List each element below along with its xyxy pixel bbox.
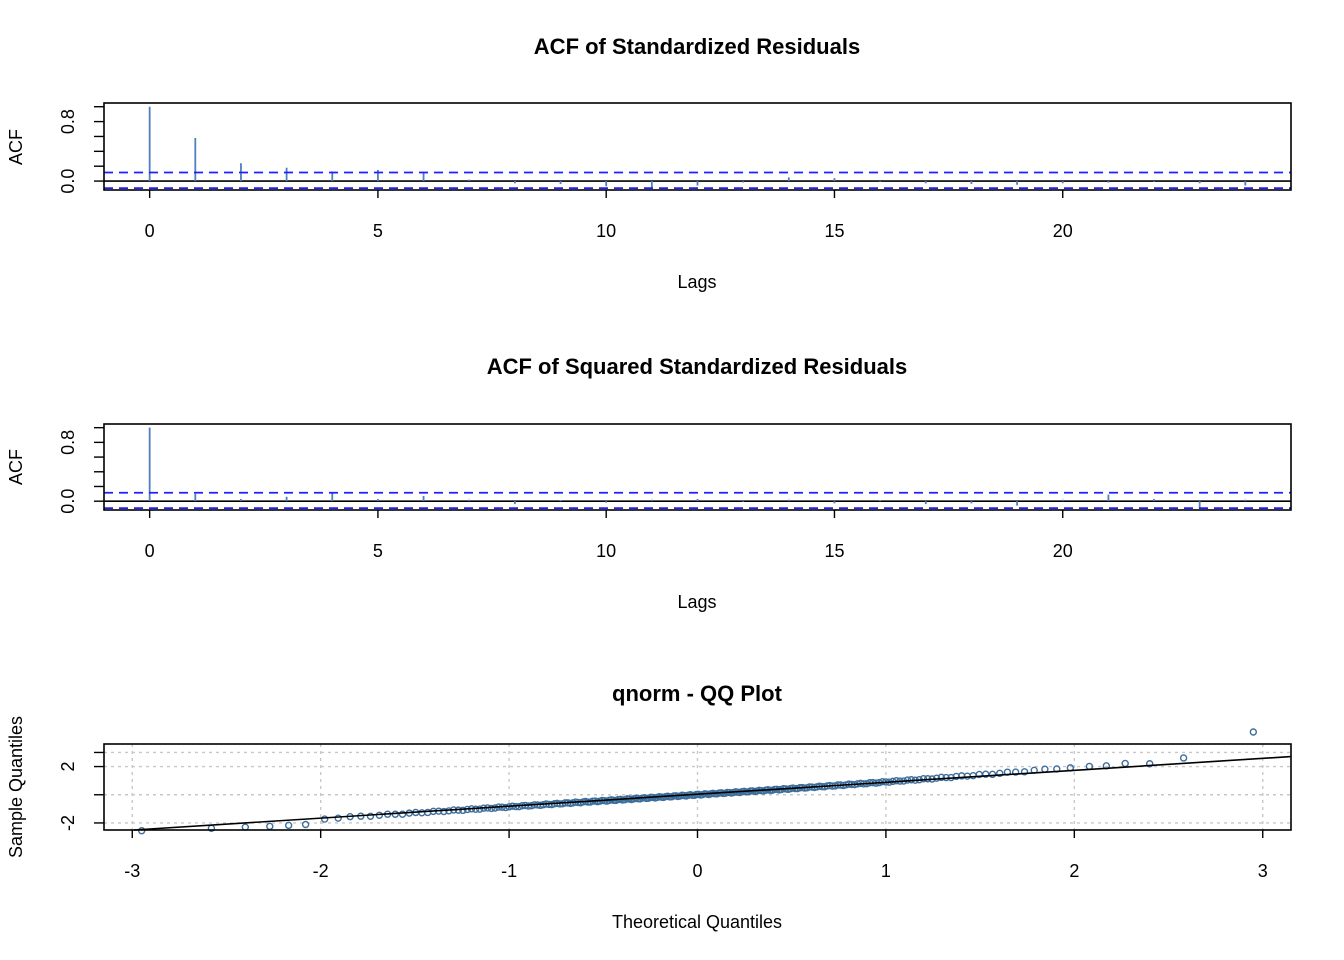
qq-point xyxy=(366,812,375,820)
x-tick-label: 0 xyxy=(692,861,702,881)
qq-grid xyxy=(104,744,1291,830)
qq-point xyxy=(398,810,407,818)
acf-squared-bars xyxy=(104,427,1291,509)
qq-point xyxy=(301,820,310,829)
acf-residuals-x-axis: 0 5 10 15 20 xyxy=(145,190,1073,241)
x-tick-label: 20 xyxy=(1053,541,1073,561)
x-tick-label: 0 xyxy=(145,221,155,241)
qq-xlabel: Theoretical Quantiles xyxy=(612,912,782,932)
qq-point xyxy=(1145,760,1154,768)
acf-residuals-title: ACF of Standardized Residuals xyxy=(534,34,860,59)
qq-point xyxy=(334,814,342,822)
qq-point xyxy=(1179,754,1188,762)
acf-squared-plot-frame xyxy=(103,423,1292,511)
qq-point xyxy=(919,775,928,783)
qq-reference-line xyxy=(133,755,1292,831)
x-tick-label: 1 xyxy=(881,861,891,881)
y-tick-label: 2 xyxy=(58,762,78,772)
qq-ylabel: Sample Quantiles xyxy=(6,716,26,858)
y-tick-label: 0.8 xyxy=(58,430,78,455)
acf-residuals-y-axis: 0.0 0.8 xyxy=(58,106,104,194)
acf-residuals-plot-frame xyxy=(103,102,1292,191)
qq-point xyxy=(982,770,990,778)
x-tick-label: 15 xyxy=(824,221,844,241)
acf-residuals-confidence-band xyxy=(104,171,1291,190)
acf-residuals-ylabel: ACF xyxy=(6,129,26,165)
y-tick-label: 0.0 xyxy=(58,169,78,194)
y-tick-label: 0.0 xyxy=(58,489,78,514)
x-tick-label: 3 xyxy=(1258,861,1268,881)
x-tick-label: 15 xyxy=(824,541,844,561)
qq-line xyxy=(133,755,1292,831)
qq-point xyxy=(440,807,448,816)
qq-point xyxy=(459,806,467,815)
qq-point xyxy=(418,809,426,817)
qq-point xyxy=(969,771,977,780)
x-tick-label: 10 xyxy=(596,541,616,561)
qq-panel: qnorm - QQ Plot Theoretical Quantiles Sa… xyxy=(6,681,1292,932)
y-tick-label: 0.8 xyxy=(58,109,78,134)
acf-squared-title: ACF of Squared Standardized Residuals xyxy=(487,354,908,379)
acf-residuals-xlabel: Lags xyxy=(677,272,716,292)
qq-point xyxy=(1121,759,1129,768)
qq-point xyxy=(502,803,510,812)
acf-squared-xlabel: Lags xyxy=(677,592,716,612)
acf-squared-panel: ACF of Squared Standardized Residuals La… xyxy=(6,354,1292,612)
qq-point xyxy=(937,773,946,782)
qq-x-axis: -3 -2 -1 0 1 2 3 xyxy=(124,830,1268,881)
acf-squared-confidence-band xyxy=(104,491,1291,510)
acf-squared-y-axis: 0.0 0.8 xyxy=(58,426,104,514)
qq-point xyxy=(988,770,997,779)
x-tick-label: 10 xyxy=(596,221,616,241)
qq-point xyxy=(487,804,496,813)
x-tick-label: 0 xyxy=(145,541,155,561)
acf-squared-x-axis: 0 5 10 15 20 xyxy=(145,510,1073,561)
qq-point xyxy=(1020,768,1029,776)
acf-squared-ylabel: ACF xyxy=(6,449,26,485)
x-tick-label: 5 xyxy=(373,221,383,241)
qq-point xyxy=(1249,728,1258,736)
y-tick-label: -2 xyxy=(58,815,78,831)
qq-point xyxy=(996,769,1004,778)
x-tick-label: 20 xyxy=(1053,221,1073,241)
qq-point xyxy=(320,815,329,823)
qq-y-axis: -2 2 xyxy=(58,751,104,831)
qq-point xyxy=(284,821,293,830)
x-tick-label: -2 xyxy=(313,861,329,881)
acf-residuals-bars xyxy=(104,106,1291,189)
qq-point xyxy=(476,805,484,813)
qq-title: qnorm - QQ Plot xyxy=(612,681,783,706)
x-tick-label: -1 xyxy=(501,861,517,881)
x-tick-label: -3 xyxy=(124,861,140,881)
qq-point xyxy=(1011,768,1020,776)
x-tick-label: 5 xyxy=(373,541,383,561)
acf-residuals-panel: ACF of Standardized Residuals Lags ACF 0… xyxy=(6,34,1292,292)
x-tick-label: 2 xyxy=(1069,861,1079,881)
qq-point xyxy=(266,822,274,831)
